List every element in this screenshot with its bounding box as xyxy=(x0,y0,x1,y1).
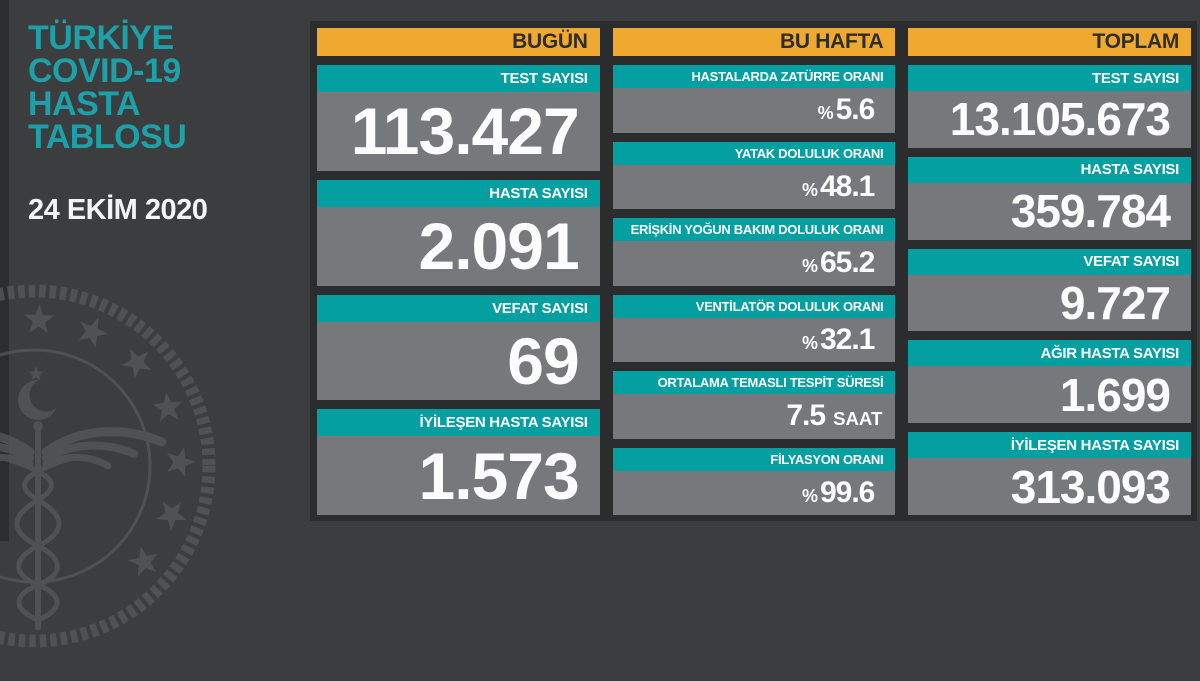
stat-value: 13.105.673 xyxy=(948,96,1178,142)
stat-value-prefix: % xyxy=(801,332,818,353)
stat-card-ventilator-doluluk-orani: VENTİLATÖR DOLULUK ORANI %32.1 xyxy=(612,294,896,362)
stat-card-eriskin-yogun-bakim-doluluk-orani: ERİŞKİN YOĞUN BAKIM DOLULUK ORANI %65.2 xyxy=(612,218,896,286)
stat-value: 69 xyxy=(505,328,586,394)
stat-card-iyilesen-hasta-sayisi: İYİLEŞEN HASTA SAYISI 313.093 xyxy=(908,432,1192,515)
stat-label: İYİLEŞEN HASTA SAYISI xyxy=(317,409,600,437)
stat-label: HASTA SAYISI xyxy=(317,179,600,207)
page-title-line: TÜRKİYE xyxy=(28,19,174,57)
column-header: BUGÜN xyxy=(317,28,600,56)
column-bugun: BUGÜN TEST SAYISI 113.427 HASTA SAYISI 2.091… xyxy=(310,21,606,521)
stat-value-value: 32.1 xyxy=(819,322,875,356)
stat-label: VENTİLATÖR DOLULUK ORANI xyxy=(612,294,896,318)
stat-value-value: 48.1 xyxy=(819,169,875,203)
stat-card-vefat-sayisi: VEFAT SAYISI 9.727 xyxy=(908,248,1192,332)
stats-columns: BUGÜN TEST SAYISI 113.427 HASTA SAYISI 2.091… xyxy=(310,21,1198,521)
stat-value: 1.573 xyxy=(417,443,587,509)
stat-value-area: 1.699 xyxy=(908,366,1192,424)
page-title-line: COVID-19 xyxy=(28,52,181,90)
stat-value-area: 9.727 xyxy=(908,274,1192,332)
stat-value-value: 313.093 xyxy=(1010,460,1171,513)
stat-value-area: %48.1 xyxy=(612,164,896,209)
stat-label: VEFAT SAYISI xyxy=(317,294,600,322)
stat-value: 2.091 xyxy=(417,213,587,279)
stat-label: ORTALAMA TEMASLI TESPİT SÜRESİ xyxy=(612,371,896,394)
column-header: TOPLAM xyxy=(908,28,1192,56)
stat-value: %48.1 xyxy=(801,169,882,203)
stat-value-area: 13.105.673 xyxy=(908,91,1192,148)
stat-label: YATAK DOLULUK ORANI xyxy=(612,141,896,165)
stat-card-ortalama-temasli-tespit-suresi: ORTALAMA TEMASLI TESPİT SÜRESİ 7.5 SAAT xyxy=(612,371,896,439)
stat-card-hasta-sayisi: HASTA SAYISI 2.091 xyxy=(317,179,600,286)
stat-value-prefix: % xyxy=(801,485,818,506)
stat-card-hastalarda-zaturre-orani: HASTALARDA ZATÜRRE ORANI %5.6 xyxy=(612,65,896,133)
left-edge-stripe xyxy=(0,0,9,541)
stat-value: 359.784 xyxy=(1009,188,1178,234)
stat-label: ERİŞKİN YOĞUN BAKIM DOLULUK ORANI xyxy=(612,218,896,241)
stat-label: HASTALARDA ZATÜRRE ORANI xyxy=(612,65,896,88)
stat-value-area: 69 xyxy=(317,321,600,401)
stat-value-area: %5.6 xyxy=(612,88,896,133)
stat-card-iyilesen-hasta-sayisi: İYİLEŞEN HASTA SAYISI 1.573 xyxy=(317,409,600,515)
page-title-line: TABLOSU xyxy=(28,118,187,156)
report-date: 24 EKİM 2020 xyxy=(28,194,208,226)
stat-card-test-sayisi: TEST SAYISI 13.105.673 xyxy=(908,65,1192,148)
stat-value-area: 2.091 xyxy=(317,206,600,286)
stat-value: %32.1 xyxy=(801,322,882,356)
stat-label: HASTA SAYISI xyxy=(908,156,1192,183)
stat-value-value: 1.699 xyxy=(1059,368,1171,421)
stat-value: %65.2 xyxy=(802,248,882,278)
stat-value-area: %32.1 xyxy=(612,317,896,362)
stat-label: AĞIR HASTA SAYISI xyxy=(908,340,1192,367)
column-bu-hafta: BU HAFTA HASTALARDA ZATÜRRE ORANI %5.6 YATA… xyxy=(605,21,902,521)
stat-value-value: 2.091 xyxy=(418,209,580,284)
stat-value-area: %99.6 xyxy=(612,470,896,515)
stat-card-test-sayisi: TEST SAYISI 113.427 xyxy=(317,65,600,171)
stat-card-filyasyon-orani: FİLYASYON ORANI %99.6 xyxy=(612,447,896,515)
stat-value-value: 1.573 xyxy=(418,438,580,513)
stat-value-area: 359.784 xyxy=(908,182,1192,240)
page-title: TÜRKİYE COVID-19 HASTA TABLOSU xyxy=(28,19,187,156)
stat-value: %99.6 xyxy=(801,475,882,509)
stat-value-area: 313.093 xyxy=(908,458,1192,515)
health-ministry-emblem-icon xyxy=(0,284,216,648)
stat-value-value: 69 xyxy=(507,323,579,398)
stat-value-value: 65.2 xyxy=(819,246,875,280)
stat-card-vefat-sayisi: VEFAT SAYISI 69 xyxy=(317,294,600,401)
stat-label: VEFAT SAYISI xyxy=(908,248,1192,275)
column-toplam: TOPLAM TEST SAYISI 13.105.673 HASTA SAYISI 3… xyxy=(901,21,1198,521)
page-title-line: HASTA xyxy=(28,85,141,123)
stat-value-prefix: % xyxy=(801,179,818,200)
stat-value-suffix: SAAT xyxy=(833,408,883,430)
stat-value-prefix: % xyxy=(817,103,834,124)
column-header: BU HAFTA xyxy=(612,28,896,56)
stat-value: 9.727 xyxy=(1058,280,1178,326)
stat-value: %5.6 xyxy=(818,95,883,125)
stat-value-value: 5.6 xyxy=(835,93,876,127)
stat-value-value: 9.727 xyxy=(1059,276,1171,329)
stat-label: FİLYASYON ORANI xyxy=(612,447,896,471)
stat-value-area: 1.573 xyxy=(317,436,600,515)
stat-value-value: 99.6 xyxy=(819,475,875,509)
stat-value-value: 113.427 xyxy=(350,94,580,169)
stat-value: 7.5 SAAT xyxy=(784,401,882,431)
stat-value-area: 7.5 SAAT xyxy=(612,394,896,439)
stat-value-prefix: % xyxy=(801,256,818,277)
stat-value: 1.699 xyxy=(1058,372,1178,418)
stat-value: 113.427 xyxy=(349,98,587,164)
stat-card-agir-hasta-sayisi: AĞIR HASTA SAYISI 1.699 xyxy=(908,340,1192,424)
stat-label: TEST SAYISI xyxy=(317,65,600,92)
stat-value-value: 359.784 xyxy=(1010,185,1171,238)
stat-value-area: %65.2 xyxy=(612,241,896,286)
stat-card-yatak-doluluk-orani: YATAK DOLULUK ORANI %48.1 xyxy=(612,141,896,209)
stat-label: TEST SAYISI xyxy=(908,65,1192,91)
stat-value-value: 13.105.673 xyxy=(949,93,1171,146)
stat-value-value: 7.5 xyxy=(786,399,826,433)
stat-value-area: 113.427 xyxy=(317,92,600,171)
stat-value: 313.093 xyxy=(1009,464,1178,510)
stat-label: İYİLEŞEN HASTA SAYISI xyxy=(908,432,1192,459)
stat-card-hasta-sayisi: HASTA SAYISI 359.784 xyxy=(908,156,1192,240)
